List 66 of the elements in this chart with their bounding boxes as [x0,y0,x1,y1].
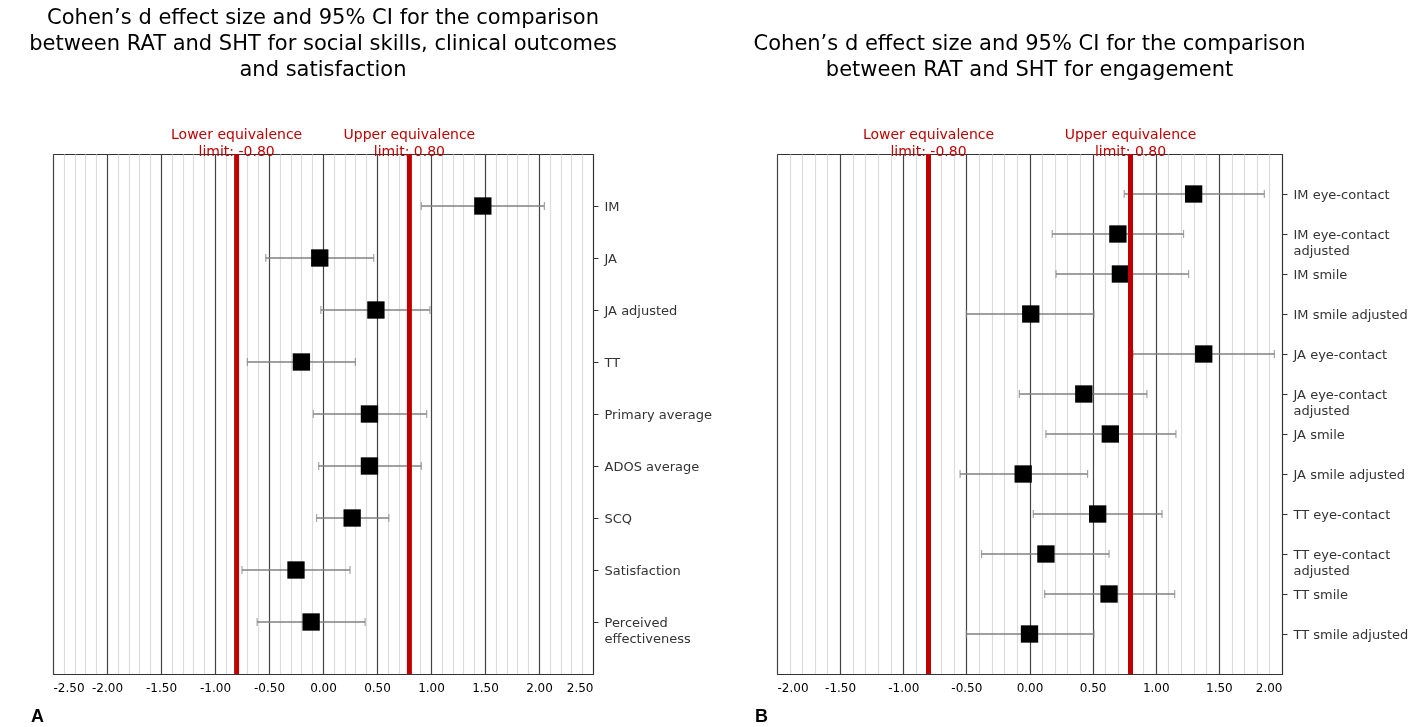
x-tick-label: -1.00 [888,680,920,695]
y-tick-label: IM eye-contact adjusted [1293,226,1390,258]
point [1014,465,1032,483]
x-tick-label: 0.50 [1079,680,1107,695]
y-tick-label: IM smile [1293,266,1348,282]
chart-title: Cohen’s d effect size and 95% CI for the comparison between RAT and SHT for engagement [753,31,1306,81]
y-tick-label: JA eye-contact [1292,346,1388,362]
y-tick-label: TT [603,354,621,370]
y-tick-label: JA [603,250,618,266]
x-tick-label: -2.50 [53,680,85,695]
y-tick-label: IM eye-contact [1293,186,1390,202]
y-tick-label: SCQ [604,510,633,526]
y-tick-label: Perceived effectiveness [604,614,692,646]
y-tick-label: TT smile adjusted [1292,626,1409,642]
x-tick-label: -1.50 [825,680,857,695]
x-tick-label: -0.50 [253,680,286,695]
point [311,249,329,267]
point [1037,545,1055,563]
y-tick-label: JA smile adjusted [1292,466,1406,482]
x-tick-label: 2.00 [1255,680,1283,695]
point [292,353,311,371]
x-tick-label: 1.00 [1142,680,1170,695]
y-tick-label: JA smile [1292,426,1345,442]
point [287,561,305,579]
point [360,405,379,423]
x-tick-label: 2.00 [526,680,553,695]
text: A [31,706,44,726]
y-tick-label: IM [604,198,620,214]
point [360,457,379,475]
point [1022,305,1040,323]
x-tick-label: 1.50 [472,680,499,695]
point [1089,505,1107,523]
x-tick-label: 1.00 [418,680,445,695]
point [1111,265,1130,283]
x-tick-label: -0.50 [951,680,983,695]
x-tick-label: 0.00 [310,680,337,695]
point [302,613,320,631]
y-tick-label: ADOS average [604,458,700,474]
point [367,301,385,319]
x-tick-label: -1.50 [145,680,178,695]
x-tick-label: 1.50 [1206,680,1233,695]
text: B [755,706,768,726]
point [343,509,361,527]
x-tick-label: 0.00 [1016,680,1044,695]
y-tick-label: Satisfaction [604,562,681,578]
x-tick-label: 0.50 [364,680,391,695]
x-tick-label: -1.00 [199,680,232,695]
y-tick-label: TT eye-contact [1292,506,1391,522]
x-tick-label: -2.00 [777,680,809,695]
y-tick-label: IM smile adjusted [1293,306,1408,322]
y-tick-label: JA eye-contact adjusted [1292,386,1388,418]
point [1101,425,1119,443]
point [1075,385,1093,403]
point [1184,185,1203,203]
point [1195,345,1213,363]
point [1100,585,1118,603]
y-tick-label: TT smile [1292,586,1348,602]
y-tick-label: Primary average [604,406,713,422]
chart-title: Cohen’s d effect size and 95% CI for the comparison between RAT and SHT for social skills, clinical outcomes and satisfaction [29,5,617,81]
x-tick-label: -2.00 [91,680,124,695]
point [1020,625,1039,643]
point [1109,225,1127,243]
point [474,197,492,215]
y-tick-label: JA adjusted [603,302,678,318]
x-tick-label: 2.50 [566,680,594,695]
y-tick-label: TT eye-contact adjusted [1292,546,1391,578]
